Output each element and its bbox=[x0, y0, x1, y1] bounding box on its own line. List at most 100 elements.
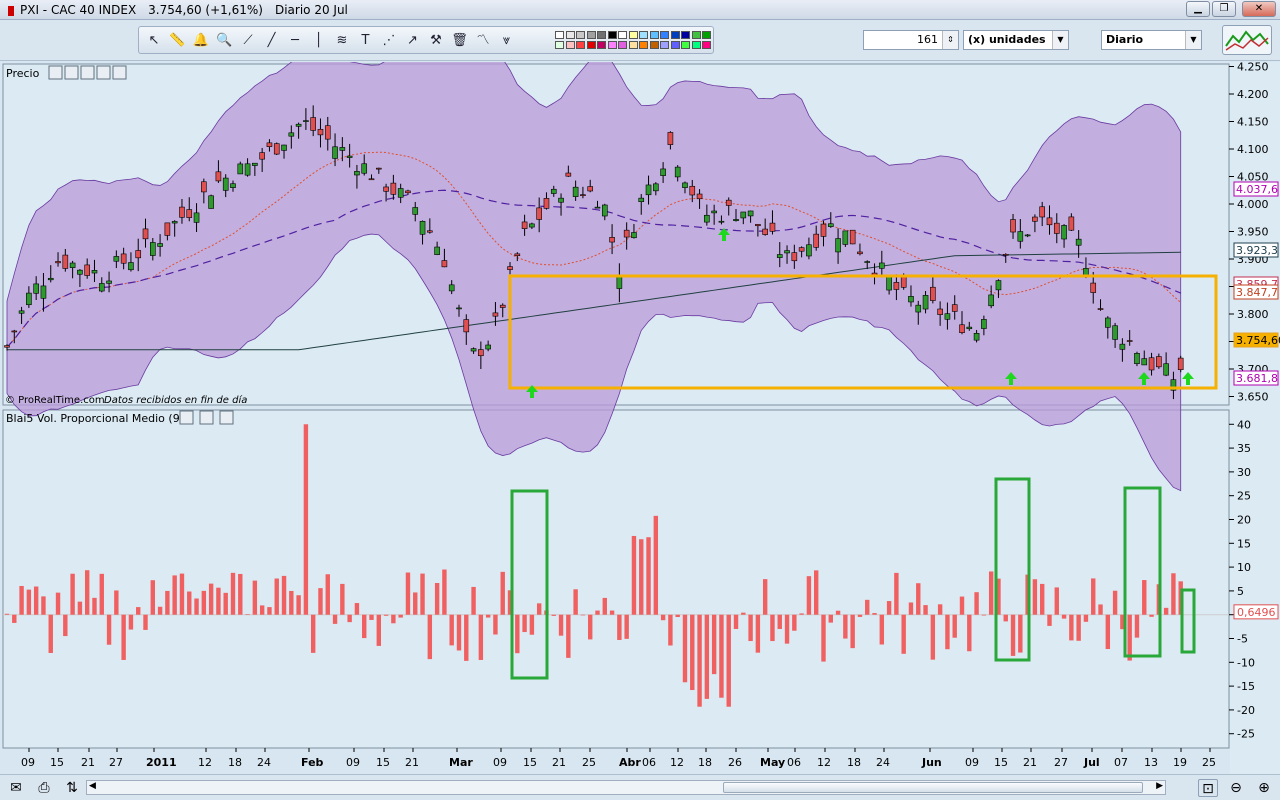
horizontal-scrollbar[interactable]: ◀ ▶ bbox=[86, 780, 1166, 795]
color-swatch[interactable] bbox=[628, 41, 638, 49]
email-icon[interactable]: ✉ bbox=[10, 780, 22, 796]
volume-bar bbox=[165, 590, 170, 615]
color-swatch[interactable] bbox=[681, 41, 690, 49]
volume-bar bbox=[1112, 590, 1118, 615]
volume-bar bbox=[478, 614, 484, 660]
line-icon[interactable]: ⟋ bbox=[243, 33, 253, 48]
trash-icon[interactable]: 🗑 bbox=[451, 33, 468, 48]
volume-bar bbox=[55, 592, 61, 615]
color-swatch[interactable] bbox=[607, 41, 617, 49]
candle bbox=[317, 128, 324, 136]
close-window-button[interactable]: ✕ bbox=[1242, 1, 1276, 17]
candle bbox=[689, 185, 696, 196]
color-swatch[interactable] bbox=[586, 41, 596, 49]
volume-axis-label: 40 bbox=[1237, 418, 1251, 431]
color-swatch[interactable] bbox=[576, 41, 585, 49]
restore-button[interactable]: ❐ bbox=[1212, 1, 1236, 17]
color-swatch[interactable] bbox=[607, 31, 617, 39]
color-swatch[interactable] bbox=[670, 31, 680, 39]
candle bbox=[361, 163, 368, 174]
print-icon[interactable]: ⎙ bbox=[38, 780, 50, 796]
color-swatch[interactable] bbox=[555, 31, 564, 39]
scroll-right-icon[interactable]: ▶ bbox=[1156, 781, 1163, 791]
timeframe-select[interactable]: Diario ▼ bbox=[1101, 30, 1202, 50]
volume-bar bbox=[398, 614, 403, 618]
candle bbox=[864, 261, 871, 263]
color-swatch[interactable] bbox=[597, 41, 606, 49]
color-swatch[interactable] bbox=[649, 41, 659, 49]
color-swatch[interactable] bbox=[691, 41, 701, 49]
color-swatch[interactable] bbox=[660, 31, 669, 39]
candle bbox=[718, 220, 725, 223]
volume-bar bbox=[609, 610, 615, 615]
volume-bar bbox=[274, 578, 279, 615]
volume-bar bbox=[515, 614, 520, 654]
zoom-icon[interactable]: 🔍 bbox=[216, 33, 233, 48]
candle bbox=[179, 206, 185, 218]
channel-icon[interactable]: ≋ bbox=[336, 33, 348, 48]
chevron-down-icon[interactable]: ▼ bbox=[1052, 31, 1068, 49]
pattern-icon[interactable]: 〽 bbox=[476, 33, 490, 48]
hammer-icon[interactable]: ⚒ bbox=[430, 33, 442, 48]
chevron-down-icon[interactable]: ▼ bbox=[1185, 31, 1201, 49]
zoom-in-icon[interactable]: ⊕ bbox=[1258, 780, 1270, 796]
candle bbox=[747, 210, 754, 217]
candle bbox=[244, 163, 251, 176]
volume-bar bbox=[886, 601, 892, 615]
volume-axis-label: 15 bbox=[1237, 537, 1251, 550]
bell-icon[interactable]: 🔔 bbox=[192, 33, 210, 48]
volume-bar bbox=[340, 583, 345, 615]
scrollbar-thumb[interactable] bbox=[723, 782, 1143, 793]
zoom-out-icon[interactable]: ⊖ bbox=[1230, 780, 1242, 796]
volume-bar bbox=[456, 614, 462, 651]
status-bar: ✉ ⎙ ⇅ ◀ ▶ ⊡ ⊖ ⊕ bbox=[0, 774, 1280, 800]
units-select[interactable]: (x) unidades ▼ bbox=[963, 30, 1069, 50]
color-swatch[interactable] bbox=[691, 31, 701, 39]
color-swatch[interactable] bbox=[660, 41, 669, 49]
color-swatch[interactable] bbox=[576, 31, 585, 39]
x-axis-label: 24 bbox=[257, 756, 271, 769]
candle bbox=[776, 254, 783, 258]
volume-bar bbox=[755, 614, 761, 653]
color-swatch[interactable] bbox=[597, 31, 606, 39]
color-swatch[interactable] bbox=[649, 31, 659, 39]
color-swatch[interactable] bbox=[618, 41, 627, 49]
price-axis-label: 3.650 bbox=[1237, 391, 1269, 404]
color-swatch[interactable] bbox=[555, 41, 564, 49]
minimize-button[interactable]: ▁ bbox=[1186, 1, 1210, 17]
close-panel-icon bbox=[219, 410, 234, 425]
color-swatch[interactable] bbox=[702, 41, 711, 49]
color-swatch[interactable] bbox=[639, 41, 648, 49]
color-swatch[interactable] bbox=[670, 41, 680, 49]
color-swatch[interactable] bbox=[628, 31, 638, 39]
gann-icon[interactable]: ⩔ bbox=[502, 33, 511, 48]
cursor-icon[interactable]: ↖ bbox=[148, 33, 160, 48]
color-swatch[interactable] bbox=[639, 31, 648, 39]
x-axis-label: 25 bbox=[1202, 756, 1216, 769]
price-badge bbox=[1233, 181, 1279, 197]
vertical-line-icon[interactable]: │ bbox=[314, 33, 323, 48]
quantity-input[interactable]: 161 ⇕ bbox=[863, 30, 959, 50]
horizontal-line-icon[interactable]: ─ bbox=[291, 33, 299, 48]
fibonacci-icon[interactable]: ⋰ bbox=[382, 33, 396, 48]
chart[interactable]: 4.2504.2004.1504.1004.0504.0003.9503.900… bbox=[0, 32, 1280, 774]
candle bbox=[324, 125, 331, 140]
trendline-icon[interactable]: ╱ bbox=[267, 33, 276, 48]
color-swatch[interactable] bbox=[565, 41, 575, 49]
candle bbox=[419, 220, 426, 235]
ruler-icon[interactable]: 📏 bbox=[169, 33, 186, 48]
color-swatch[interactable] bbox=[702, 31, 711, 39]
color-swatch[interactable] bbox=[618, 31, 627, 39]
volume-bar bbox=[267, 607, 272, 615]
color-swatch[interactable] bbox=[681, 31, 690, 39]
text-icon[interactable]: T bbox=[361, 33, 370, 48]
spinner-icon[interactable]: ⇕ bbox=[942, 31, 958, 49]
color-swatch[interactable] bbox=[565, 31, 575, 39]
zoom-fit-icon[interactable]: ⊡ bbox=[1198, 779, 1218, 797]
color-swatch[interactable] bbox=[586, 31, 596, 39]
volume-bar bbox=[194, 598, 199, 615]
scroll-link-icon[interactable]: ⇅ bbox=[66, 780, 78, 796]
arrow-icon[interactable]: ↗ bbox=[407, 33, 418, 48]
scroll-left-icon[interactable]: ◀ bbox=[89, 781, 96, 791]
chart-settings-button[interactable] bbox=[1222, 25, 1272, 55]
